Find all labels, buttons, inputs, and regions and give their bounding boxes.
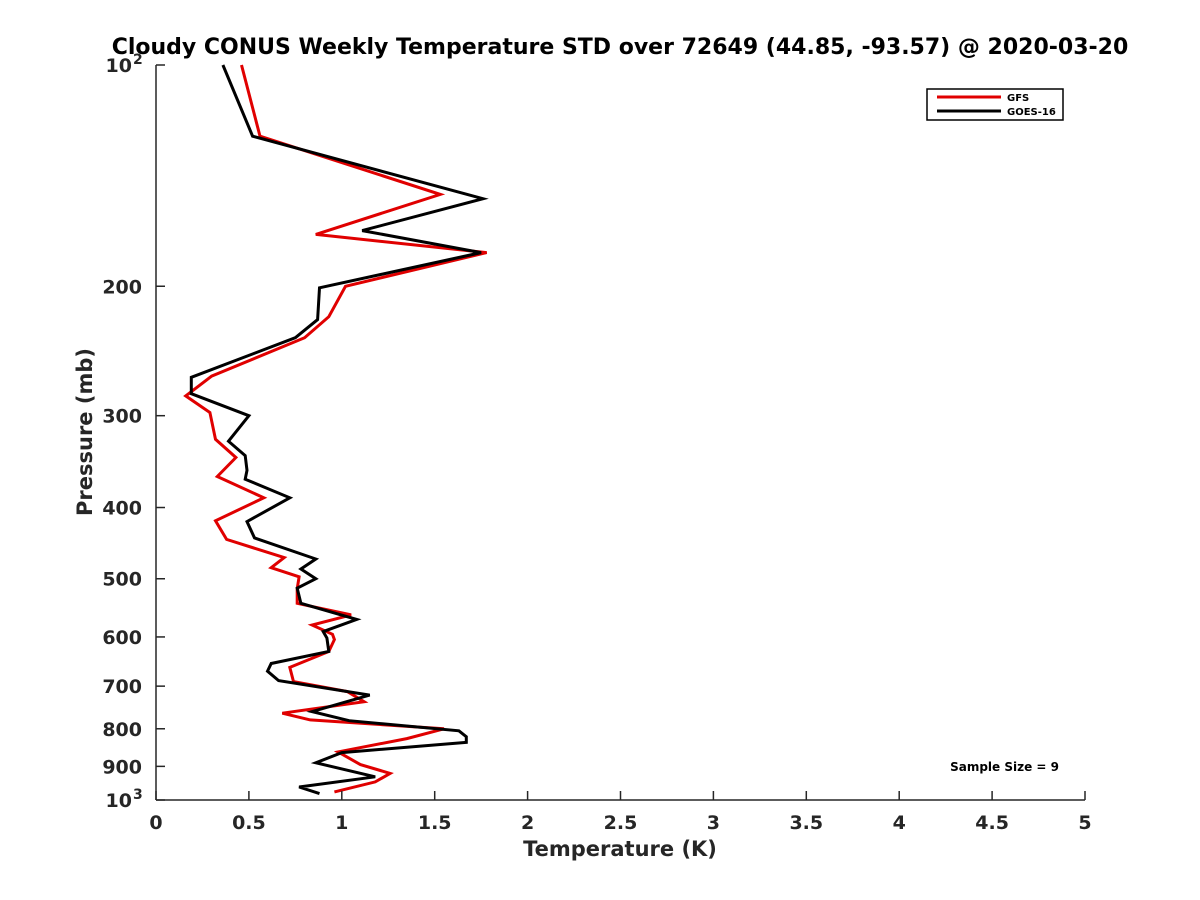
y-tick-label: 800 xyxy=(102,719,142,741)
x-tick-label: 3.5 xyxy=(789,812,823,834)
sample-size-annotation: Sample Size = 9 xyxy=(950,760,1059,774)
x-tick-label: 1.5 xyxy=(418,812,452,834)
x-tick-label: 4.5 xyxy=(975,812,1009,834)
series-line-goes-16 xyxy=(189,64,489,796)
chart-title: Cloudy CONUS Weekly Temperature STD over… xyxy=(112,35,1129,60)
y-tick-label-exponent: 2 xyxy=(133,52,143,68)
x-tick-label: 2 xyxy=(521,812,534,834)
x-tick-label: 4 xyxy=(893,812,906,834)
series-layer xyxy=(183,64,489,796)
x-tick-label: 0 xyxy=(149,812,162,834)
y-tick-label: 600 xyxy=(102,627,142,649)
x-tick-layer: 0 0.5 1 1.5 2 2.5 3 3.5 4 4.5 5 xyxy=(149,791,1092,834)
x-tick-label: 1 xyxy=(335,812,348,834)
legend: GFS GOES-16 xyxy=(926,88,1064,121)
legend-label-goes-16: GOES-16 xyxy=(1007,107,1056,118)
x-tick-label: 5 xyxy=(1078,812,1091,834)
y-tick-label: 400 xyxy=(102,498,142,520)
x-tick-label: 2.5 xyxy=(604,812,638,834)
legend-label-gfs: GFS xyxy=(1007,93,1029,104)
y-tick-label-exponent: 3 xyxy=(133,787,143,803)
y-tick-label: 10 xyxy=(106,790,132,812)
legend-box xyxy=(926,88,1064,121)
y-tick-label: 700 xyxy=(102,676,142,698)
x-axis-label: Temperature (K) xyxy=(523,837,717,861)
y-tick-label: 10 xyxy=(106,55,132,77)
x-tick-label: 3 xyxy=(707,812,720,834)
y-tick-label: 900 xyxy=(102,756,142,778)
y-tick-label: 200 xyxy=(102,276,142,298)
plot-area xyxy=(156,65,1085,800)
y-axis-label: Pressure (mb) xyxy=(73,348,97,516)
x-tick-label: 0.5 xyxy=(232,812,266,834)
y-tick-label: 500 xyxy=(102,569,142,591)
y-tick-label: 300 xyxy=(102,406,142,428)
